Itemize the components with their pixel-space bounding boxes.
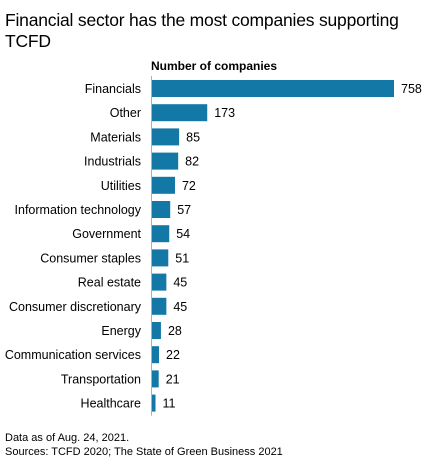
value-label: 82 bbox=[185, 155, 199, 169]
chart-title: Financial sector has the most companies … bbox=[5, 10, 399, 51]
category-label: Consumer staples bbox=[40, 251, 141, 265]
category-label: Other bbox=[110, 106, 141, 120]
bar bbox=[152, 225, 170, 243]
category-label: Government bbox=[72, 227, 141, 241]
value-label: 57 bbox=[177, 203, 191, 217]
data-note: Data as of Aug. 24, 2021. bbox=[5, 432, 130, 444]
category-label: Materials bbox=[90, 130, 141, 144]
category-label: Healthcare bbox=[81, 397, 141, 411]
value-label: 758 bbox=[401, 82, 422, 96]
category-label: Information technology bbox=[15, 203, 142, 217]
bar bbox=[152, 273, 167, 291]
bar bbox=[152, 297, 167, 315]
value-label: 54 bbox=[176, 227, 190, 241]
value-label: 28 bbox=[168, 324, 182, 338]
value-label: 22 bbox=[166, 348, 180, 362]
value-label: 72 bbox=[182, 179, 196, 193]
category-label: Transportation bbox=[61, 372, 141, 386]
bar bbox=[152, 346, 160, 364]
value-label: 173 bbox=[214, 106, 235, 120]
category-label: Communication services bbox=[5, 348, 141, 362]
category-label: Consumer discretionary bbox=[9, 300, 142, 314]
category-label: Energy bbox=[101, 324, 141, 338]
axis-label: Number of companies bbox=[151, 59, 278, 73]
bar bbox=[152, 322, 161, 339]
category-label: Financials bbox=[85, 82, 141, 96]
bar bbox=[152, 80, 394, 97]
bar bbox=[152, 249, 169, 267]
bar bbox=[152, 176, 175, 194]
bar-chart: Financials 758 Other 173 Materials 85 Industri… bbox=[5, 76, 422, 416]
value-label: 51 bbox=[175, 251, 189, 265]
value-label: 85 bbox=[186, 130, 200, 144]
bar bbox=[152, 104, 208, 122]
bar bbox=[152, 370, 159, 388]
bar bbox=[152, 128, 180, 146]
category-label: Real estate bbox=[78, 276, 141, 290]
bar bbox=[152, 201, 171, 218]
category-label: Industrials bbox=[84, 155, 141, 169]
bar bbox=[152, 394, 156, 412]
bar bbox=[152, 152, 179, 170]
category-label: Utilities bbox=[101, 179, 141, 193]
sources-note: Sources: TCFD 2020; The State of Green B… bbox=[5, 446, 283, 458]
value-label: 45 bbox=[173, 300, 187, 314]
value-label: 11 bbox=[163, 397, 176, 411]
value-label: 21 bbox=[166, 372, 180, 386]
value-label: 45 bbox=[173, 276, 187, 290]
